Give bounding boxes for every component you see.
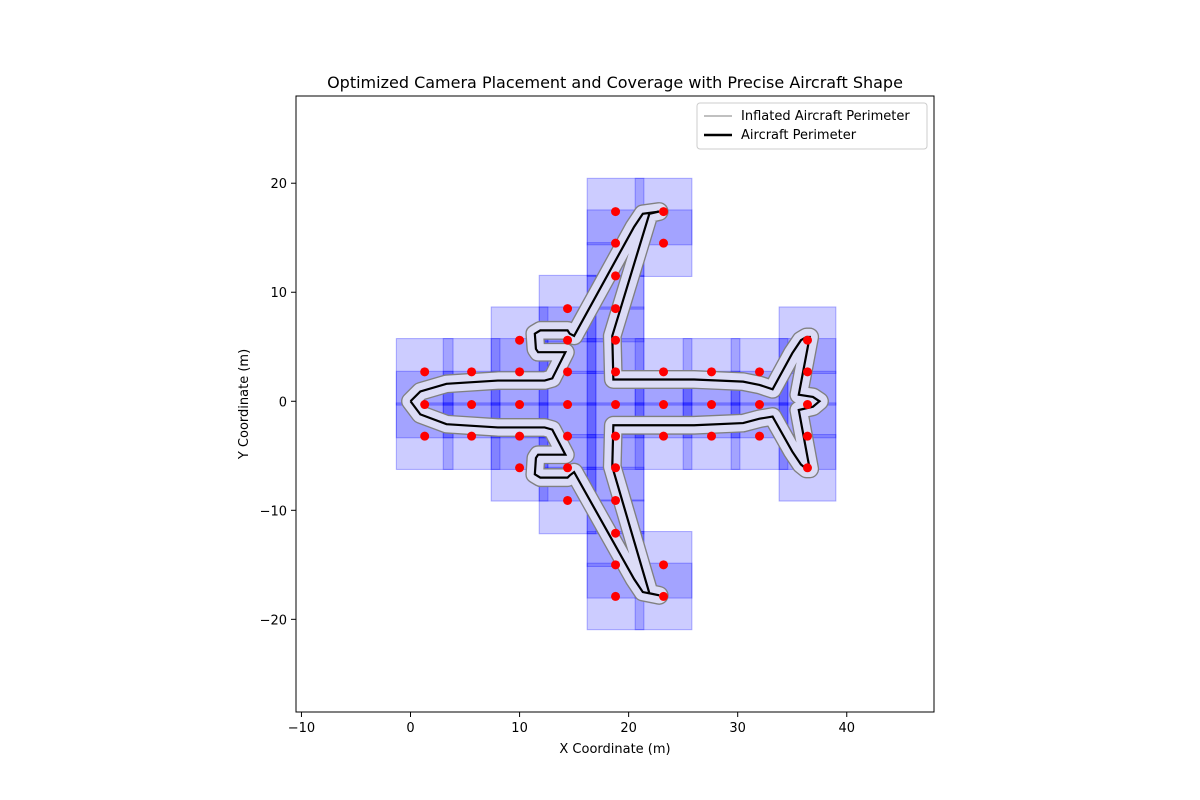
camera-point-18 <box>420 431 430 441</box>
x-tick-label: 10 <box>511 721 528 736</box>
camera-point-48 <box>659 591 669 601</box>
camera-point-2 <box>515 367 525 377</box>
camera-point-29 <box>611 335 621 345</box>
camera-point-23 <box>659 431 669 441</box>
x-tick-label: 30 <box>729 721 746 736</box>
camera-point-35 <box>659 238 669 248</box>
x-tick-label: 0 <box>406 721 414 736</box>
camera-point-20 <box>515 431 525 441</box>
camera-point-11 <box>515 400 525 410</box>
camera-point-28 <box>563 335 573 345</box>
camera-point-21 <box>563 431 573 441</box>
camera-layer <box>420 207 812 601</box>
camera-point-13 <box>611 400 621 410</box>
camera-point-40 <box>611 463 621 473</box>
x-axis-label: X Coordinate (m) <box>559 742 670 757</box>
y-tick-label: 20 <box>270 177 287 192</box>
camera-point-8 <box>802 367 812 377</box>
legend-label-inflated-perimeter: Inflated Aircraft Perimeter <box>741 109 910 124</box>
camera-point-38 <box>515 463 525 473</box>
camera-point-25 <box>755 431 765 441</box>
camera-point-41 <box>802 463 812 473</box>
camera-point-5 <box>659 367 669 377</box>
camera-point-44 <box>611 528 621 538</box>
camera-point-39 <box>563 463 573 473</box>
camera-point-45 <box>611 560 621 570</box>
perimeter-layer <box>401 202 829 605</box>
camera-point-37 <box>659 207 669 217</box>
chart-legend: Inflated Aircraft Perimeter Aircraft Per… <box>696 102 928 150</box>
camera-point-1 <box>467 367 477 377</box>
aircraft-perimeter <box>409 210 822 597</box>
camera-point-0 <box>420 367 430 377</box>
camera-point-46 <box>659 560 669 570</box>
x-tick-label: 40 <box>838 721 855 736</box>
camera-point-12 <box>563 400 573 410</box>
camera-point-34 <box>611 238 621 248</box>
camera-point-7 <box>755 367 765 377</box>
x-axis-ticks: −10 0 10 20 30 40 <box>288 712 855 736</box>
camera-point-27 <box>515 335 525 345</box>
y-tick-label: 0 <box>279 395 287 410</box>
camera-point-17 <box>802 400 812 410</box>
y-axis-ticks: −20 −10 0 10 20 <box>260 177 296 628</box>
y-tick-label: −20 <box>260 613 287 628</box>
legend-box <box>696 102 928 150</box>
y-axis-label: Y Coordinate (m) <box>237 349 252 460</box>
y-tick-label: −10 <box>260 504 287 519</box>
camera-point-42 <box>563 495 573 505</box>
camera-point-15 <box>707 400 717 410</box>
camera-point-26 <box>802 431 812 441</box>
camera-point-24 <box>707 431 717 441</box>
camera-point-30 <box>802 335 812 345</box>
camera-point-47 <box>611 591 621 601</box>
camera-point-19 <box>467 431 477 441</box>
legend-label-aircraft-perimeter: Aircraft Perimeter <box>741 128 857 143</box>
y-tick-label: 10 <box>270 286 287 301</box>
camera-point-43 <box>611 495 621 505</box>
camera-point-10 <box>467 400 477 410</box>
chart-title: Optimized Camera Placement and Coverage … <box>327 73 903 92</box>
camera-point-36 <box>611 207 621 217</box>
camera-point-22 <box>611 431 621 441</box>
camera-point-4 <box>611 367 621 377</box>
camera-point-3 <box>563 367 573 377</box>
x-tick-label: −10 <box>288 721 315 736</box>
camera-point-31 <box>563 304 573 314</box>
camera-point-16 <box>755 400 765 410</box>
camera-point-14 <box>659 400 669 410</box>
camera-point-33 <box>611 271 621 281</box>
plot-frame <box>295 95 935 713</box>
camera-point-9 <box>420 400 430 410</box>
x-tick-label: 20 <box>620 721 637 736</box>
camera-point-32 <box>611 304 621 314</box>
camera-point-6 <box>707 367 717 377</box>
